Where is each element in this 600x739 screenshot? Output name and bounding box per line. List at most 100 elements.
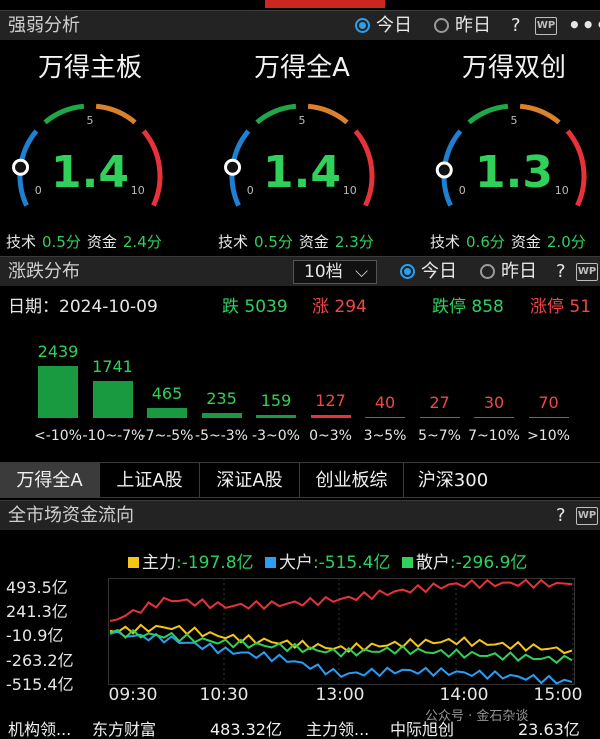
active-top-tab[interactable]	[265, 0, 385, 8]
today-label: 今日	[376, 15, 412, 36]
legend-large-swatch	[264, 557, 276, 568]
tab-chinext[interactable]: 创业板综	[300, 463, 404, 498]
distribution-bar-value: 27	[429, 392, 450, 412]
fall-count: 跌 5039	[222, 297, 288, 317]
chart-frame	[108, 578, 575, 685]
distribution-bar-label: -10~-7%	[82, 428, 145, 444]
gauge-arc-high	[565, 129, 587, 207]
distribution-bar-label: -7~-5%	[140, 428, 194, 444]
strength-wp-icon[interactable]: WP	[535, 17, 557, 35]
gauge-fund: 2.4分	[122, 233, 162, 251]
x-tick: 14:00	[439, 685, 489, 705]
distribution-bar-label: >10%	[527, 428, 570, 444]
gauge-arc-mid-high	[307, 103, 349, 125]
legend-main-name: 主力	[142, 553, 176, 573]
gauge-breakdown: 技术 0.6分 资金 2.0分	[430, 231, 586, 252]
gauge-tech-label: 技术	[218, 233, 249, 251]
flow-wp-icon[interactable]: WP	[576, 507, 598, 525]
distribution-yesterday-radio[interactable]: 昨日	[480, 257, 537, 287]
level-select[interactable]: 10档 ⌵	[293, 260, 377, 284]
large-holder-line	[109, 630, 573, 685]
gauge-arc-mid-low	[467, 103, 509, 125]
distribution-bar-value: 70	[538, 392, 559, 412]
chevron-down-icon: ⌵	[355, 262, 368, 282]
distribution-bar-label: 7~10%	[468, 428, 520, 444]
x-tick: 09:30	[108, 685, 158, 705]
gauge-arc-mid-high	[519, 103, 561, 125]
main-lead-label[interactable]: 主力领...	[306, 720, 370, 739]
level-select-value: 10档	[304, 262, 343, 282]
gauge-fund-label: 资金	[510, 233, 541, 251]
tab-csi300[interactable]: 沪深300	[417, 470, 489, 491]
tab-sse-a[interactable]: 上证A股	[100, 463, 200, 498]
tab-wind-all-a[interactable]: 万得全A	[0, 463, 100, 498]
gauge-tech: 0.5分	[254, 233, 293, 251]
radio-selected-icon	[355, 18, 370, 33]
radio-icon	[434, 18, 449, 33]
main-lead-stock[interactable]: 中际旭创	[390, 720, 455, 739]
distribution-bar-label: 3~5%	[363, 428, 407, 444]
index-tabs: 万得全A 上证A股 深证A股 创业板综 沪深300	[0, 462, 600, 498]
inst-lead-stock[interactable]: 东方财富	[92, 720, 157, 739]
y-tick: -263.2亿	[6, 651, 74, 670]
gauge-tick-label: 0	[459, 184, 466, 197]
gauge-breakdown: 技术 0.5分 资金 2.4分	[6, 231, 162, 252]
distribution-bar-value: 1741	[92, 356, 133, 376]
distribution-title: 涨跌分布	[8, 261, 80, 282]
distribution-wp-icon[interactable]: WP	[576, 263, 598, 281]
gauge-tick-label: 10	[555, 184, 569, 197]
x-tick: 10:30	[199, 685, 249, 705]
gauge-title: 万得主板	[37, 53, 142, 83]
distribution-bar-value: 2439	[37, 342, 79, 361]
distribution-bar-label: -5~-3%	[195, 428, 248, 444]
gauge-title: 万得全A	[254, 53, 350, 83]
radio-icon	[480, 264, 495, 279]
distribution-bar	[528, 416, 569, 418]
distribution-bar	[256, 414, 296, 418]
gauge-arc-mid-high	[95, 103, 137, 125]
tab-szse-a[interactable]: 深证A股	[200, 463, 300, 498]
limit-up-count: 涨停 51	[530, 297, 592, 317]
main-lead-amount: 23.63亿	[518, 720, 580, 739]
gauge-fund: 2.0分	[546, 233, 586, 251]
legend-main-swatch	[128, 557, 139, 568]
y-tick: 241.3亿	[6, 602, 68, 621]
distribution-help-icon[interactable]: ?	[556, 261, 566, 282]
inst-lead-amount: 483.32亿	[210, 720, 282, 739]
strength-yesterday-radio[interactable]: 昨日	[434, 11, 491, 41]
gauge-tick-label: 10	[131, 184, 145, 197]
distribution-today-radio[interactable]: 今日	[400, 257, 457, 287]
strength-help-icon[interactable]: ?	[511, 15, 521, 36]
more-icon[interactable]: •••	[568, 13, 600, 37]
gauge-tech-label: 技术	[430, 233, 461, 251]
gauge-needle-knob	[224, 158, 242, 176]
main-force-line	[109, 623, 573, 655]
legend-retail-value: :-296.9亿	[449, 553, 528, 573]
radio-selected-icon	[400, 264, 415, 279]
gauge-score: 1.4	[51, 147, 129, 198]
gauge-panel: 万得主板 0 5 10 1.4 技术 0.5分 资金 2.4分 万得全A 0 5 10 1.4 技术 0.5分…	[0, 40, 600, 255]
flow-legend: 主力:-197.8亿 大户:-515.4亿 散户:-296.9亿	[128, 548, 527, 573]
strength-today-radio[interactable]: 今日	[355, 11, 412, 41]
gauge-arc-high	[353, 129, 375, 207]
distribution-bar	[365, 416, 405, 418]
distribution-bar-label: -3~0%	[252, 428, 300, 444]
flow-header: 全市场资金流向 ? WP	[0, 500, 600, 530]
distribution-bar	[419, 416, 460, 418]
flow-help-icon[interactable]: ?	[556, 505, 566, 526]
flow-title: 全市场资金流向	[8, 505, 134, 526]
gauge-fund-label: 资金	[298, 233, 329, 251]
gauge-title: 万得双创	[461, 53, 566, 83]
inst-lead-label[interactable]: 机构领...	[8, 720, 72, 739]
distribution-bar	[92, 380, 133, 418]
gauge-dial: 0 5 10	[435, 103, 587, 207]
gauge-fund: 2.3分	[334, 233, 374, 251]
distribution-bar	[201, 412, 242, 418]
distribution-header: 涨跌分布 10档 ⌵ 今日 昨日 ? WP	[0, 256, 600, 286]
x-tick: 13:00	[315, 685, 365, 705]
distribution-date: 日期：2024-10-09	[8, 297, 158, 317]
retail-line	[109, 628, 573, 665]
distribution-bar-label: 5~7%	[418, 428, 461, 444]
distribution-bar-value: 235	[206, 388, 237, 408]
gauge-tick-label: 5	[87, 114, 94, 127]
